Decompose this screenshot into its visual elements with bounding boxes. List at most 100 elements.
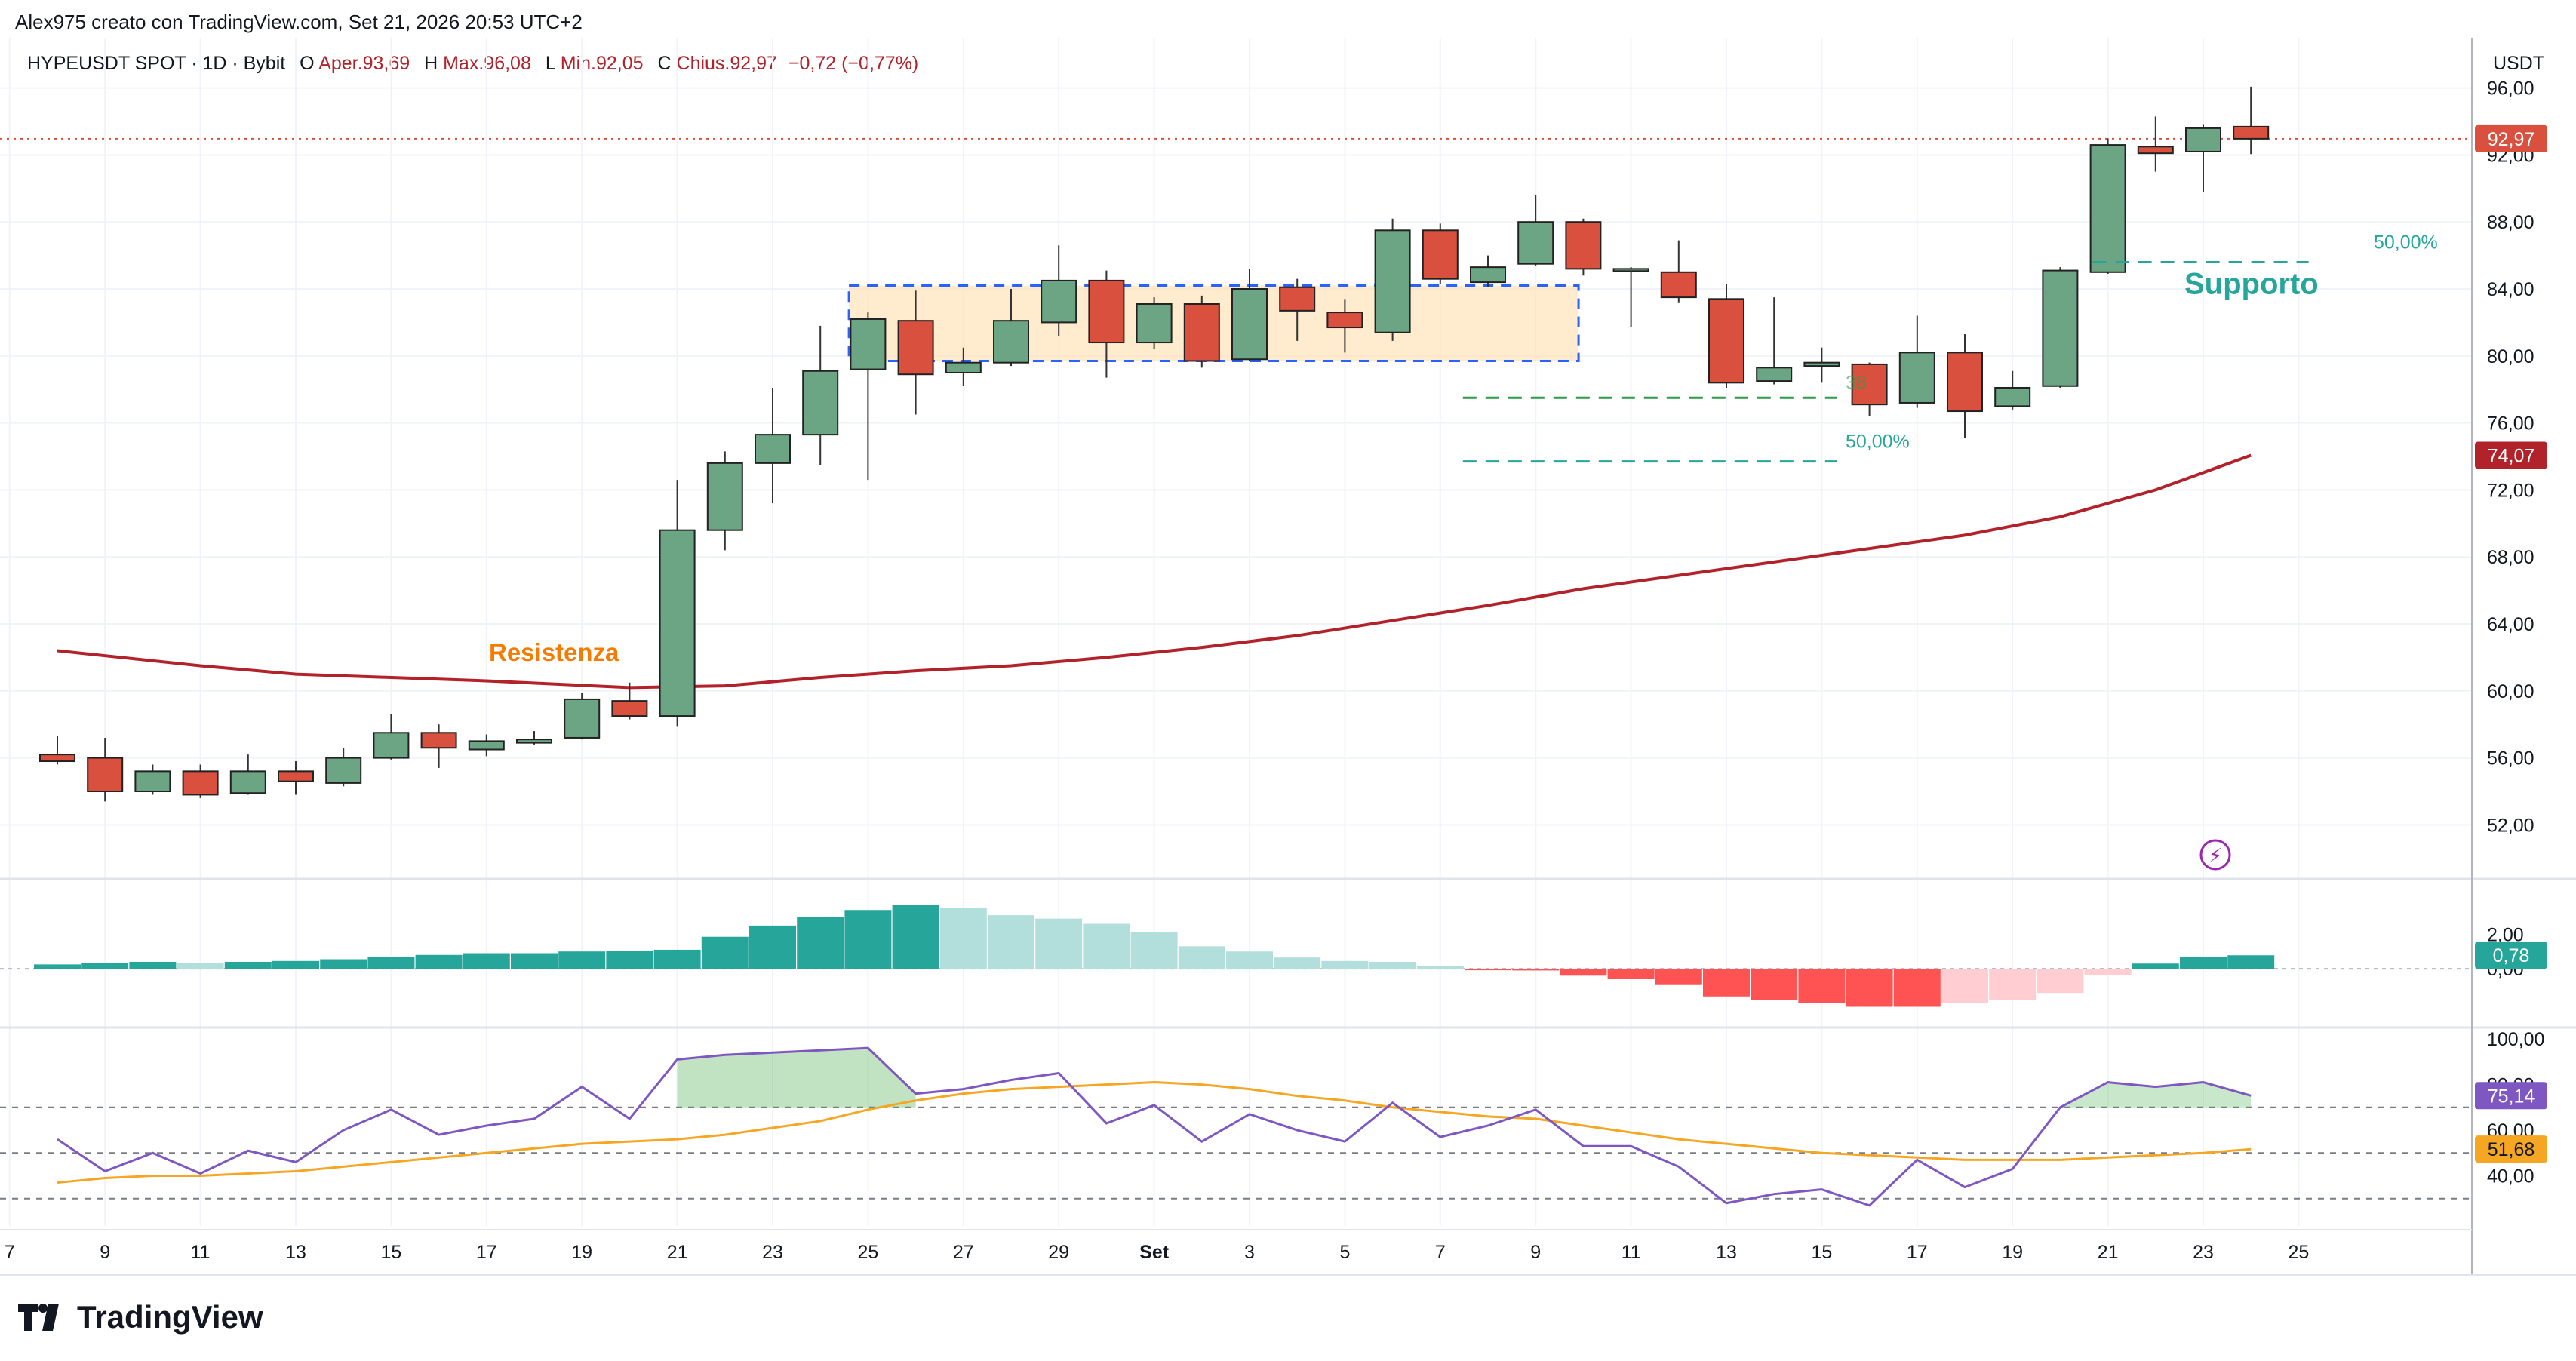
rsi-overbought-fill xyxy=(2060,1082,2252,1108)
time-tick-label: 19 xyxy=(571,1242,592,1263)
candle-down xyxy=(1183,303,1220,362)
time-tick-label: 7 xyxy=(1435,1242,1446,1263)
rsi-value-badge-bg xyxy=(2475,1082,2547,1110)
candle-up xyxy=(516,739,552,744)
tradingview-wordmark: TradingView xyxy=(77,1299,263,1335)
price-tick-label: 76,00 xyxy=(2487,413,2535,435)
time-tick-label: 29 xyxy=(1048,1242,1069,1263)
histogram-bar xyxy=(1130,932,1178,969)
last-price-badge-bg xyxy=(2475,124,2547,152)
tradingview-logo[interactable]: TradingView xyxy=(18,1299,263,1335)
candle-up xyxy=(2042,269,2079,387)
histogram-value-badge: 0,78 xyxy=(2493,945,2530,966)
price-tick-label: 88,00 xyxy=(2487,212,2535,233)
currency-label: USDT xyxy=(2493,53,2545,74)
time-tick-label: Set xyxy=(1139,1242,1170,1263)
price-tick-label: 68,00 xyxy=(2487,547,2535,568)
candle-down xyxy=(87,757,124,792)
time-tick-label: 17 xyxy=(1907,1242,1928,1263)
fib-50-label-low: 50,00% xyxy=(1846,432,1910,453)
time-tick-label: 15 xyxy=(380,1242,401,1263)
candle-up xyxy=(1612,268,1649,272)
ohlc-close-value: Chius.92,97 xyxy=(676,53,777,74)
rsi-ma-line xyxy=(57,1081,2252,1184)
histogram-bar xyxy=(1465,969,1511,971)
candle-down xyxy=(1851,363,1888,406)
annotations: Resistenza Supporto 50,00% 50,00% 38 ⚡ xyxy=(489,232,2438,871)
histogram-bar xyxy=(2180,957,2227,969)
rsi-overbought-fill xyxy=(677,1048,916,1108)
histogram-bar xyxy=(415,954,463,969)
histogram-bar xyxy=(606,951,653,969)
time-tick-label: 21 xyxy=(2098,1242,2119,1263)
histogram-bar xyxy=(892,905,939,969)
histogram-bar xyxy=(1274,957,1321,969)
candle-up xyxy=(1517,221,1554,265)
price-tick-label: 84,00 xyxy=(2487,279,2535,300)
axis-value-labels: 92,97 74,07 0,78 75,14 51,68 xyxy=(2475,124,2547,1163)
histogram-value-badge-bg xyxy=(2475,942,2547,969)
histogram-bar xyxy=(653,949,701,969)
candle-down xyxy=(1326,312,1363,329)
candle-up xyxy=(755,434,791,464)
histogram-bar xyxy=(1846,969,1893,1007)
histogram-bar xyxy=(2084,969,2132,975)
ohlc-open-label: O xyxy=(300,53,315,74)
symbol-name[interactable]: HYPEUSDT SPOT · 1D · Bybit xyxy=(27,53,286,74)
histogram-bar xyxy=(1989,969,2037,1000)
candle-down xyxy=(1565,221,1602,270)
candle-up xyxy=(1803,361,1840,367)
histogram-bar xyxy=(1560,969,1607,976)
time-tick-label: 5 xyxy=(1339,1242,1350,1263)
time-tick-label: 3 xyxy=(1244,1242,1255,1263)
histogram-bar xyxy=(749,925,796,969)
histogram-bar xyxy=(224,961,272,969)
histogram-bar xyxy=(988,915,1034,969)
supporto-label: Supporto xyxy=(2184,268,2319,301)
candle-up xyxy=(134,770,171,792)
ma-value-badge-bg xyxy=(2475,441,2547,469)
ohlc-low-value: Min.92,05 xyxy=(560,53,644,74)
candle-up xyxy=(373,732,410,759)
candle-up xyxy=(1374,229,1411,333)
histogram-bar xyxy=(1607,969,1655,979)
candle-down xyxy=(1279,286,1316,312)
candle-up xyxy=(1231,288,1268,361)
time-tick-label: 13 xyxy=(1716,1242,1737,1263)
ohlc-open-value: Aper.93,69 xyxy=(318,53,410,74)
candle-up xyxy=(1756,367,1793,382)
candle-down xyxy=(2233,125,2270,140)
time-tick-label: 21 xyxy=(667,1242,688,1263)
time-tick-label: 25 xyxy=(2288,1242,2309,1263)
histogram-series xyxy=(0,905,2472,1007)
histogram-bar xyxy=(1512,969,1560,971)
fib-382-label: 38 xyxy=(1846,372,1867,393)
candle-up xyxy=(468,740,505,751)
price-tick-label: 56,00 xyxy=(2487,748,2535,770)
histogram-bar xyxy=(1655,969,1702,985)
last-price-badge: 92,97 xyxy=(2488,129,2535,150)
candle-down xyxy=(1708,298,1744,384)
rsi-value-badge: 75,14 xyxy=(2488,1086,2535,1107)
time-tick-label: 13 xyxy=(285,1242,306,1263)
time-tick-label: 9 xyxy=(100,1242,110,1263)
time-tick-label: 9 xyxy=(1530,1242,1541,1263)
histogram-bar xyxy=(1941,969,1988,1003)
ma-value-badge: 74,07 xyxy=(2488,445,2535,466)
histogram-bar xyxy=(320,959,367,969)
axes: 52,00 56,00 60,00 64,00 68,00 72,00 76,00 80,00… xyxy=(0,38,2576,1276)
histogram-bar xyxy=(1083,923,1130,969)
ohlc-close-label: C xyxy=(657,53,672,74)
time-tick-label: 25 xyxy=(857,1242,878,1263)
time-tick-label: 27 xyxy=(953,1242,974,1263)
histogram-bar xyxy=(367,957,415,969)
candle-down xyxy=(1660,271,1697,299)
time-tick-label: 15 xyxy=(1811,1242,1832,1263)
histogram-bar xyxy=(1893,969,1941,1007)
candlestick-series xyxy=(39,86,2270,802)
rsi-ma-value-badge-bg xyxy=(2475,1135,2547,1163)
time-tick-label: 23 xyxy=(762,1242,783,1263)
candle-down xyxy=(1422,229,1459,280)
histogram-bar xyxy=(1751,969,1798,1000)
